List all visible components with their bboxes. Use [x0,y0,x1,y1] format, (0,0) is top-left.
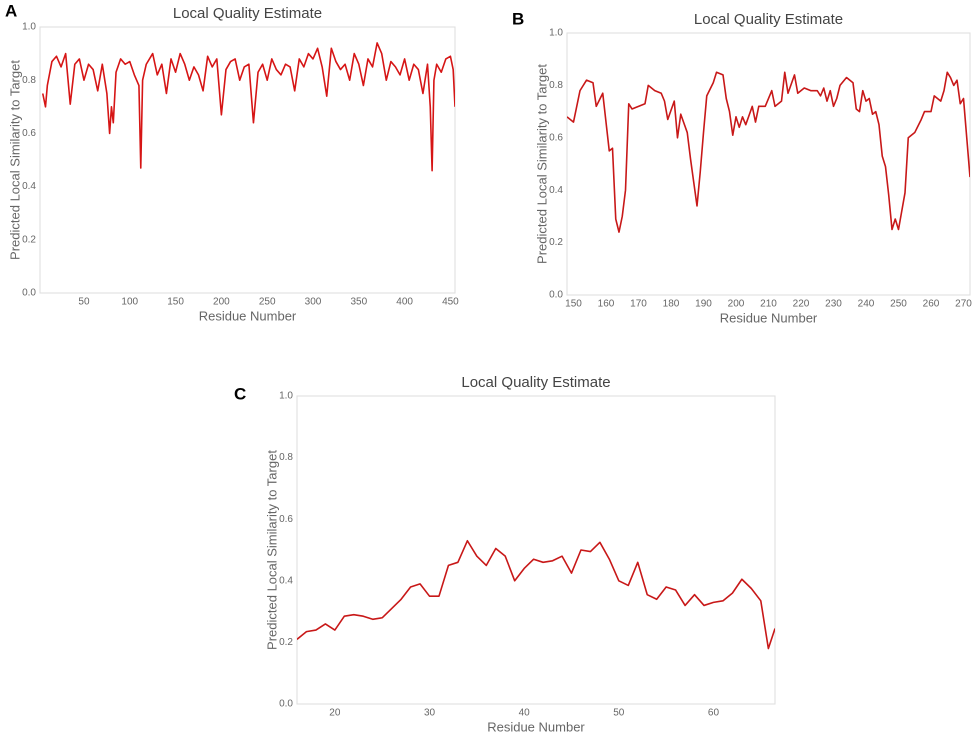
chart-panel: B Local Quality Estimate Residue Number Pre… [512,9,972,325]
y-tick-label: 0.6 [279,514,293,525]
x-tick-label: 60 [708,708,720,719]
y-axis-label: Predicted Local Similarity to Target [7,60,22,260]
y-tick-label: 0.8 [549,80,563,91]
plot-frame [39,26,456,294]
x-tick-label: 150 [565,299,582,310]
x-tick-label: 190 [695,299,712,310]
x-axis-label: Residue Number [720,310,818,325]
x-tick-label: 150 [167,297,184,308]
plot-frame [566,32,971,296]
x-tick-label: 20 [329,708,341,719]
x-tick-label: 170 [630,299,647,310]
x-tick-label: 240 [858,299,875,310]
x-tick-label: 210 [760,299,777,310]
chart-title: Local Quality Estimate [461,374,610,391]
x-tick-label: 260 [923,299,940,310]
x-tick-label: 220 [793,299,810,310]
x-tick-label: 180 [663,299,680,310]
y-tick-label: 1.0 [279,391,293,402]
x-tick-label: 230 [825,299,842,310]
x-tick-label: 250 [890,299,907,310]
x-tick-label: 200 [728,299,745,310]
chart-title: Local Quality Estimate [173,5,322,22]
y-tick-label: 0.2 [549,237,563,248]
y-tick-label: 1.0 [22,22,36,33]
y-tick-label: 0.8 [279,452,293,463]
y-tick-label: 0.0 [549,290,563,301]
x-tick-label: 450 [442,297,459,308]
x-tick-label: 350 [350,297,367,308]
y-axis-label: Predicted Local Similarity to Target [534,64,549,264]
y-tick-label: 0.0 [279,699,293,710]
y-tick-label: 1.0 [549,28,563,39]
y-tick-label: 0.4 [22,181,36,192]
x-tick-label: 300 [305,297,322,308]
x-tick-label: 250 [259,297,276,308]
y-axis-label: Predicted Local Similarity to Target [264,450,279,650]
x-tick-label: 270 [955,299,972,310]
x-tick-label: 50 [613,708,625,719]
y-tick-label: 0.2 [22,234,36,245]
x-tick-label: 100 [121,297,138,308]
chart-panel: C Local Quality Estimate Residue Number Pre… [234,374,776,734]
data-line [567,71,970,233]
x-tick-label: 40 [519,708,531,719]
y-tick-label: 0.0 [22,288,36,299]
y-tick-label: 0.6 [22,128,36,139]
y-tick-label: 0.6 [549,132,563,143]
chart-panel: A Local Quality Estimate Residue Number Pre… [5,1,459,323]
x-tick-label: 160 [598,299,615,310]
y-tick-label: 0.2 [279,637,293,648]
x-tick-label: 400 [396,297,413,308]
x-axis-label: Residue Number [199,308,297,323]
x-tick-label: 30 [424,708,436,719]
panel-label: B [512,9,524,28]
x-tick-label: 50 [78,297,90,308]
data-line [297,539,775,650]
chart-title: Local Quality Estimate [694,11,843,28]
y-tick-label: 0.4 [549,185,563,196]
panel-label: A [5,1,17,20]
plot-frame [296,395,776,705]
x-tick-label: 200 [213,297,230,308]
y-tick-label: 0.8 [22,75,36,86]
data-line [41,42,455,172]
x-axis-label: Residue Number [487,719,585,734]
panel-label: C [234,384,246,403]
y-tick-label: 0.4 [279,575,293,586]
